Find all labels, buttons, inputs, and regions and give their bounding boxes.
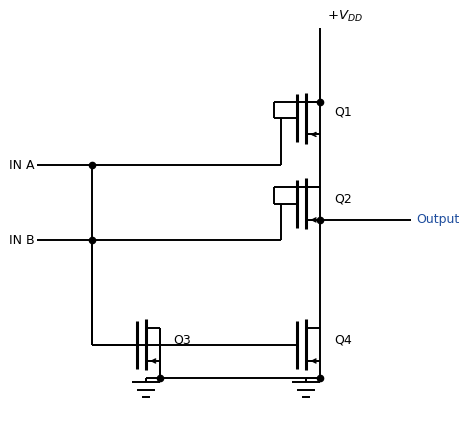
Text: Q3: Q3 [173, 334, 191, 347]
Text: IN A: IN A [9, 159, 34, 172]
Text: Output: Output [416, 213, 460, 226]
Text: Q2: Q2 [334, 193, 352, 206]
Text: IN B: IN B [9, 233, 34, 246]
Text: Q4: Q4 [334, 334, 352, 347]
Text: $+V_{DD}$: $+V_{DD}$ [327, 9, 363, 24]
Text: Q1: Q1 [334, 105, 352, 118]
